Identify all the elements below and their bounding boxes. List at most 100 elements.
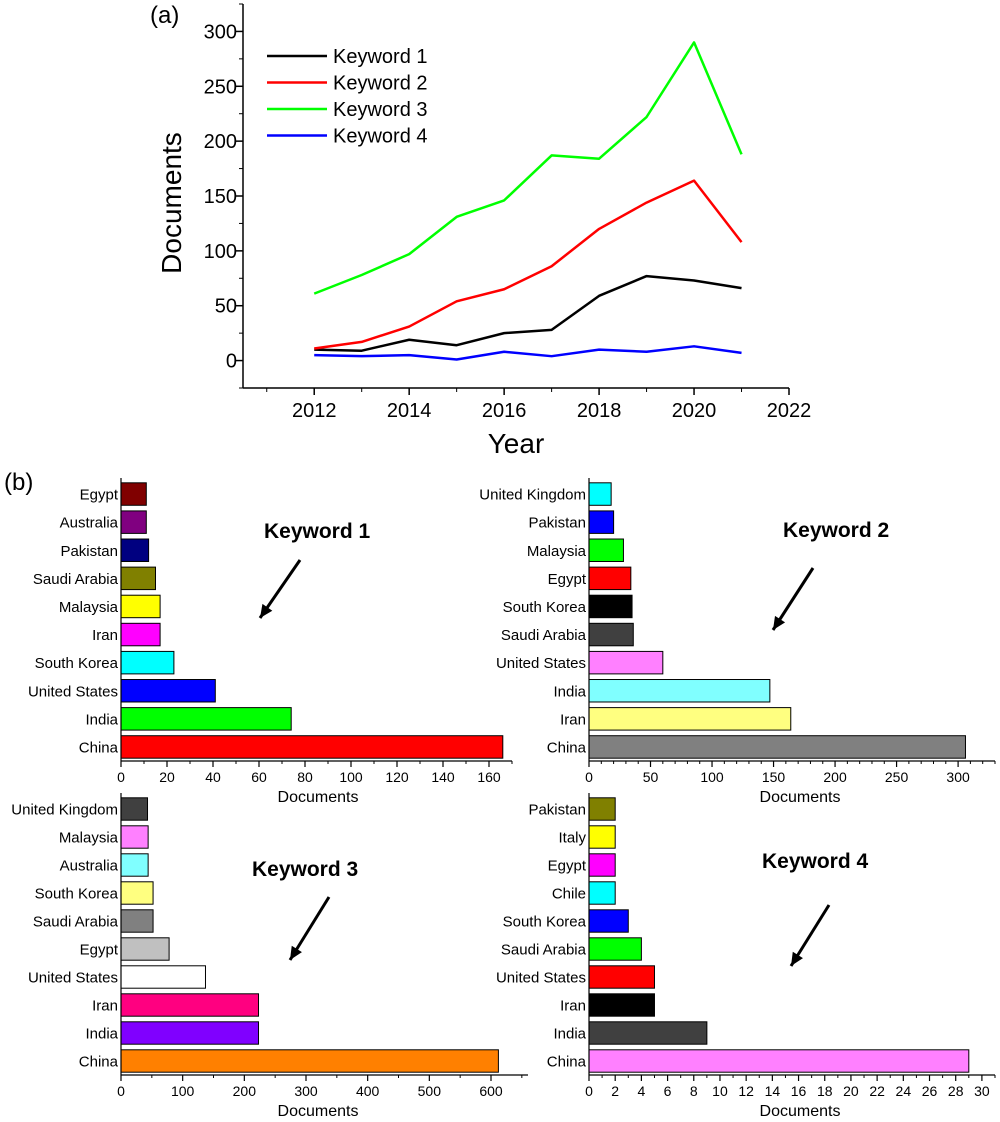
category-label: China — [79, 739, 119, 756]
category-label: South Korea — [503, 914, 587, 931]
bar-china — [588, 735, 966, 759]
bar-china — [120, 1049, 499, 1073]
x-axis-title: Documents — [760, 1103, 841, 1120]
x-tick-label: 4 — [637, 1083, 645, 1099]
category-label: Pakistan — [528, 515, 586, 532]
panel-label-a: (a) — [150, 2, 179, 29]
legend-label-keyword-1: Keyword 1 — [333, 46, 428, 68]
bar-china — [120, 735, 504, 759]
category-label: Pakistan — [528, 802, 586, 819]
keyword-title: Keyword 4 — [762, 850, 869, 873]
bar-united-states — [588, 650, 664, 675]
legend-label-keyword-2: Keyword 2 — [333, 73, 428, 95]
category-label: United States — [28, 970, 118, 987]
x-tick-label: 2022 — [767, 400, 812, 422]
bar-malaysia — [588, 538, 624, 562]
bar-chile — [588, 881, 616, 905]
x-tick-label: 6 — [664, 1083, 672, 1099]
x-tick-label: 18 — [817, 1083, 833, 1099]
x-tick-label: 200 — [233, 1083, 257, 1099]
category-label: Egypt — [548, 571, 587, 588]
category-label: Iran — [560, 711, 586, 728]
x-tick-label: 20 — [843, 1083, 859, 1099]
bar-egypt — [120, 482, 147, 506]
bar-australia — [120, 510, 147, 534]
category-label: Iran — [92, 998, 118, 1015]
x-tick-label: 2020 — [672, 400, 717, 422]
y-tick-label: 200 — [204, 131, 237, 153]
x-tick-label: 28 — [948, 1083, 964, 1099]
series-line-keyword-2 — [314, 179, 743, 350]
category-label: Saudi Arabia — [501, 942, 587, 959]
category-label: Malaysia — [527, 543, 587, 560]
y-tick-label: 300 — [204, 21, 237, 43]
arrow-head — [773, 615, 786, 630]
x-axis-title: Documents — [278, 789, 359, 806]
arrow-head — [290, 945, 302, 960]
x-tick-label: 60 — [251, 769, 267, 785]
bar-saudi-arabia — [120, 566, 156, 591]
category-label: United States — [28, 683, 118, 700]
keyword-title: Keyword 3 — [252, 858, 358, 881]
category-label: United States — [496, 655, 586, 672]
category-label: Malaysia — [59, 599, 119, 616]
category-label: China — [547, 739, 587, 756]
x-tick-label: 160 — [477, 769, 501, 785]
bar-italy — [588, 825, 616, 849]
x-tick-label: 2018 — [577, 400, 622, 422]
x-tick-label: 2012 — [292, 400, 337, 422]
bar-south-korea — [120, 881, 154, 905]
x-tick-label: 10 — [712, 1083, 728, 1099]
category-label: South Korea — [35, 655, 119, 672]
bar-india — [120, 1021, 260, 1045]
y-axis-title: Documents — [156, 132, 187, 274]
x-tick-label: 24 — [896, 1083, 912, 1099]
category-label: Australia — [60, 515, 119, 532]
category-label: Malaysia — [59, 830, 119, 847]
bar-south-korea — [588, 909, 629, 933]
bar-malaysia — [120, 825, 149, 849]
category-label: United Kingdom — [479, 487, 586, 504]
category-label: Saudi Arabia — [33, 571, 119, 588]
bar-iran — [588, 993, 655, 1017]
bar-iran — [588, 707, 792, 731]
y-tick-label: 250 — [204, 76, 237, 98]
bar-united-states — [588, 965, 655, 989]
bar-pakistan — [588, 797, 616, 821]
legend-label-keyword-3: Keyword 3 — [333, 99, 428, 121]
bar-saudi-arabia — [588, 622, 634, 647]
series-line-keyword-1 — [314, 274, 742, 352]
panel-label-b: (b) — [4, 469, 33, 496]
keyword-title: Keyword 1 — [264, 520, 371, 543]
series-line-keyword-3 — [313, 41, 743, 295]
x-tick-label: 140 — [431, 769, 455, 785]
x-tick-label: 20 — [159, 769, 175, 785]
bar-china — [588, 1049, 970, 1073]
y-tick-label: 0 — [226, 351, 237, 373]
category-label: United Kingdom — [11, 802, 118, 819]
bar-united-kingdom — [588, 482, 612, 506]
category-label: Australia — [60, 858, 119, 875]
x-tick-label: 22 — [869, 1083, 885, 1099]
x-tick-label: 0 — [117, 769, 125, 785]
x-tick-label: 150 — [762, 769, 786, 785]
x-tick-label: 50 — [643, 769, 659, 785]
keyword-title: Keyword 2 — [783, 519, 889, 542]
category-label: India — [85, 1026, 118, 1043]
category-label: United States — [496, 970, 586, 987]
category-label: Saudi Arabia — [501, 627, 587, 644]
x-tick-label: 12 — [738, 1083, 754, 1099]
category-label: Saudi Arabia — [33, 914, 119, 931]
x-tick-label: 8 — [690, 1083, 698, 1099]
x-tick-label: 16 — [791, 1083, 807, 1099]
bar-india — [120, 707, 292, 731]
y-tick-label: 100 — [204, 241, 237, 263]
bar-australia — [120, 853, 149, 877]
bar-chart-keyword-1: Egypt Australia Pakistan Saudi Arabia Malays… — [28, 478, 513, 806]
x-tick-label: 26 — [922, 1083, 938, 1099]
x-tick-label: 80 — [297, 769, 313, 785]
bar-iran — [120, 622, 161, 647]
bar-pakistan — [120, 538, 150, 562]
x-tick-label: 100 — [339, 769, 363, 785]
